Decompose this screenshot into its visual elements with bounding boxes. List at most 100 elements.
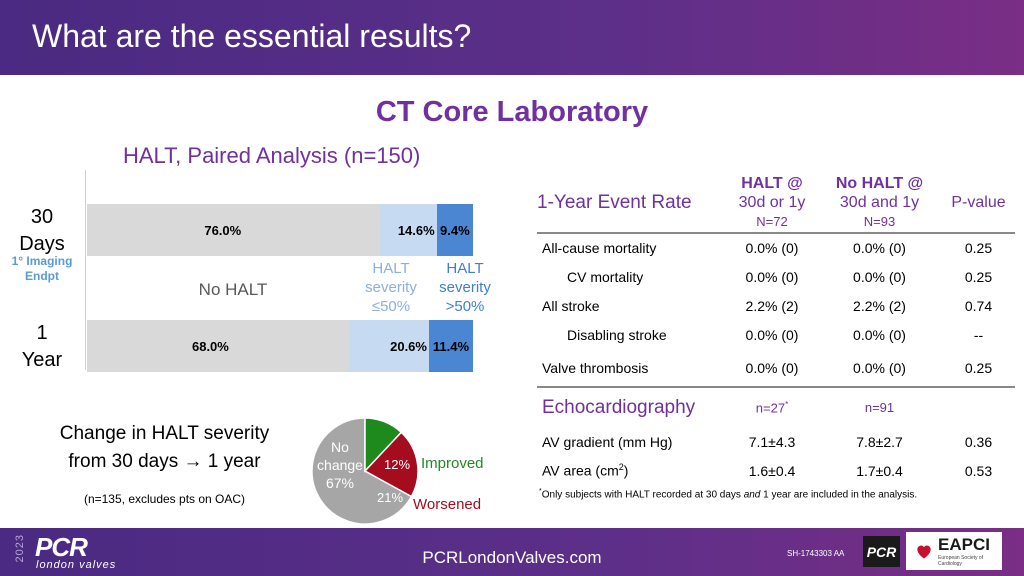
nohalt-value: 1.7±0.4 bbox=[856, 462, 903, 479]
pcr-logo-subtitle: london valves bbox=[36, 559, 117, 571]
legend-halt-gt50: HALT severity >50% bbox=[432, 259, 498, 316]
nohalt-header-line2: 30d and 1y bbox=[839, 194, 920, 211]
section-subtitle: CT Core Laboratory bbox=[375, 96, 649, 128]
nohalt-value: 0.0% (0) bbox=[817, 349, 942, 388]
nohalt-value: 2.2% (2) bbox=[853, 297, 906, 314]
table-row: CV mortality 0.0% (0) 0.0% (0) 0.25 bbox=[537, 262, 1015, 291]
slide-title: What are the essential results? bbox=[32, 18, 472, 54]
footer-site-link[interactable]: PCRLondonValves.com bbox=[422, 548, 602, 567]
p-value: 0.36 bbox=[964, 433, 993, 450]
slice-label-worsened: 21% bbox=[377, 490, 404, 505]
nohalt-column-header: No HALT @ 30d and 1y N=93 bbox=[817, 173, 942, 234]
nohalt-value: 0.0% (0) bbox=[853, 240, 906, 256]
legend-line: HALT bbox=[446, 260, 484, 277]
row-label: AV area (cm2) bbox=[537, 456, 727, 485]
legend-line: severity bbox=[439, 279, 491, 296]
legend-line: >50% bbox=[445, 298, 485, 315]
echo-title: Echocardiography bbox=[542, 396, 696, 418]
pie-title: Change in HALT severity from 30 days → 1… bbox=[42, 420, 287, 476]
category-label-30-days: 30 Days bbox=[10, 204, 74, 258]
category-axis-line bbox=[85, 170, 86, 370]
halt-column-header: HALT @ 30d or 1y N=72 bbox=[727, 173, 817, 234]
table-row: All stroke 2.2% (2) 2.2% (2) 0.74 bbox=[537, 291, 1015, 320]
echo-halt-n-text: n=27 bbox=[755, 400, 786, 416]
p-value: 0.25 bbox=[942, 349, 1015, 388]
heart-icon bbox=[917, 545, 931, 559]
event-rate-header: 1-Year Event Rate bbox=[537, 173, 727, 234]
table-row: Valve thrombosis 0.0% (0) 0.0% (0) 0.25 bbox=[537, 349, 1015, 388]
eapci-subtitle: European Society of Cardiology bbox=[938, 555, 984, 567]
eapci-text: EAPCI European Society of Cardiology bbox=[938, 535, 1002, 567]
pie-chart bbox=[311, 417, 419, 525]
table-row: AV area (cm2) 1.6±0.4 1.7±0.4 0.53 bbox=[537, 456, 1015, 485]
footnote-text-em: and bbox=[743, 489, 761, 501]
pie-title-line: from 30 days → 1 year bbox=[68, 451, 261, 472]
pie-slice bbox=[311, 417, 413, 525]
halt-value: 7.1±4.3 bbox=[748, 433, 796, 450]
echo-halt-n: n=27* bbox=[727, 387, 817, 427]
legend-line: ≤50% bbox=[371, 298, 411, 315]
halt-n: N=72 bbox=[756, 214, 788, 229]
bar-segment: 14.6% bbox=[380, 204, 437, 256]
bar-data-label: 76.0% bbox=[204, 222, 242, 238]
row-label: AV gradient (mm Hg) bbox=[542, 433, 673, 450]
analysis-title: HALT, Paired Analysis (n=150) bbox=[123, 143, 421, 168]
bar-segment: 20.6% bbox=[349, 320, 429, 372]
row-label: All-cause mortality bbox=[542, 240, 657, 256]
nohalt-value: 7.8±2.7 bbox=[856, 433, 903, 450]
legend-improved: Improved bbox=[421, 455, 484, 472]
bar-segment: 68.0% bbox=[87, 320, 350, 372]
p-value: 0.53 bbox=[964, 462, 993, 479]
nohalt-header-line1: No HALT @ bbox=[835, 175, 924, 192]
category-label-line: Days bbox=[19, 233, 65, 255]
pcr-badge-logo: PCR bbox=[863, 536, 900, 567]
footer-bar: 2023 PCR london valves PCRLondonValves.c… bbox=[0, 528, 1024, 576]
pie-note: (n=135, excludes pts on OAC) bbox=[83, 492, 246, 506]
footnote: *Only subjects with HALT recorded at 30 … bbox=[539, 488, 917, 500]
eapci-logo: EAPCI European Society of Cardiology bbox=[906, 532, 1002, 570]
legend-line: HALT bbox=[372, 260, 410, 277]
category-label-line: 1 bbox=[36, 322, 48, 344]
legend-no-halt: No HALT bbox=[198, 280, 268, 299]
legend-worsened: Worsened bbox=[413, 496, 482, 513]
legend-line: severity bbox=[365, 279, 417, 296]
eapci-name: EAPCI bbox=[938, 535, 990, 554]
header-bar: What are the essential results? bbox=[0, 0, 1024, 75]
bar-data-label: 68.0% bbox=[191, 338, 229, 354]
pvalue-header: P-value bbox=[942, 173, 1015, 234]
p-value: 0.25 bbox=[964, 268, 993, 285]
slice-label-line: No bbox=[331, 439, 349, 455]
halt-value: 0.0% (0) bbox=[745, 268, 799, 285]
bar-segment: 76.0% bbox=[87, 204, 381, 256]
bar-data-label: 11.4% bbox=[432, 338, 470, 354]
pie-slice bbox=[363, 431, 419, 498]
slice-label-line: 67% bbox=[325, 475, 355, 491]
p-value: -- bbox=[973, 326, 984, 343]
halt-value: 1.6±0.4 bbox=[748, 462, 796, 479]
halt-value: 0.0% (0) bbox=[727, 349, 817, 388]
table-row: Disabling stroke 0.0% (0) 0.0% (0) -- bbox=[537, 320, 1015, 349]
legend-halt-le50: HALT severity ≤50% bbox=[358, 259, 424, 316]
echo-nohalt-n: n=91 bbox=[864, 400, 895, 415]
row-label-sup: 2 bbox=[618, 462, 624, 473]
slice-label-improved: 12% bbox=[384, 457, 411, 472]
pcr-logo: PCR bbox=[35, 532, 88, 562]
bar-data-label: 9.4% bbox=[440, 222, 470, 238]
row-label: All stroke bbox=[542, 297, 600, 314]
nohalt-value: 0.0% (0) bbox=[853, 326, 906, 343]
footnote-text-a: Only subjects with HALT recorded at 30 d… bbox=[541, 489, 744, 501]
bar-segment: 11.4% bbox=[428, 320, 473, 372]
category-label-line: Year bbox=[21, 349, 63, 371]
category-label-1-year: 1 Year bbox=[10, 320, 74, 374]
row-label: Valve thrombosis bbox=[537, 349, 727, 388]
nohalt-value: 0.0% (0) bbox=[853, 268, 906, 285]
imaging-endpoint-annotation: 1° Imaging Endpt bbox=[11, 254, 73, 283]
echo-header-row: Echocardiography n=27* n=91 bbox=[537, 387, 1015, 427]
echo-empty-cell bbox=[942, 387, 1015, 427]
bar-data-label: 14.6% bbox=[397, 222, 435, 238]
row-label: Disabling stroke bbox=[567, 326, 667, 343]
table-row: AV gradient (mm Hg) 7.1±4.3 7.8±2.7 0.36 bbox=[537, 427, 1015, 456]
halt-value: 0.0% (0) bbox=[745, 240, 799, 256]
row-label-main: AV area (cm bbox=[542, 462, 619, 479]
footer-code: SH-1743303 AA bbox=[787, 549, 845, 558]
